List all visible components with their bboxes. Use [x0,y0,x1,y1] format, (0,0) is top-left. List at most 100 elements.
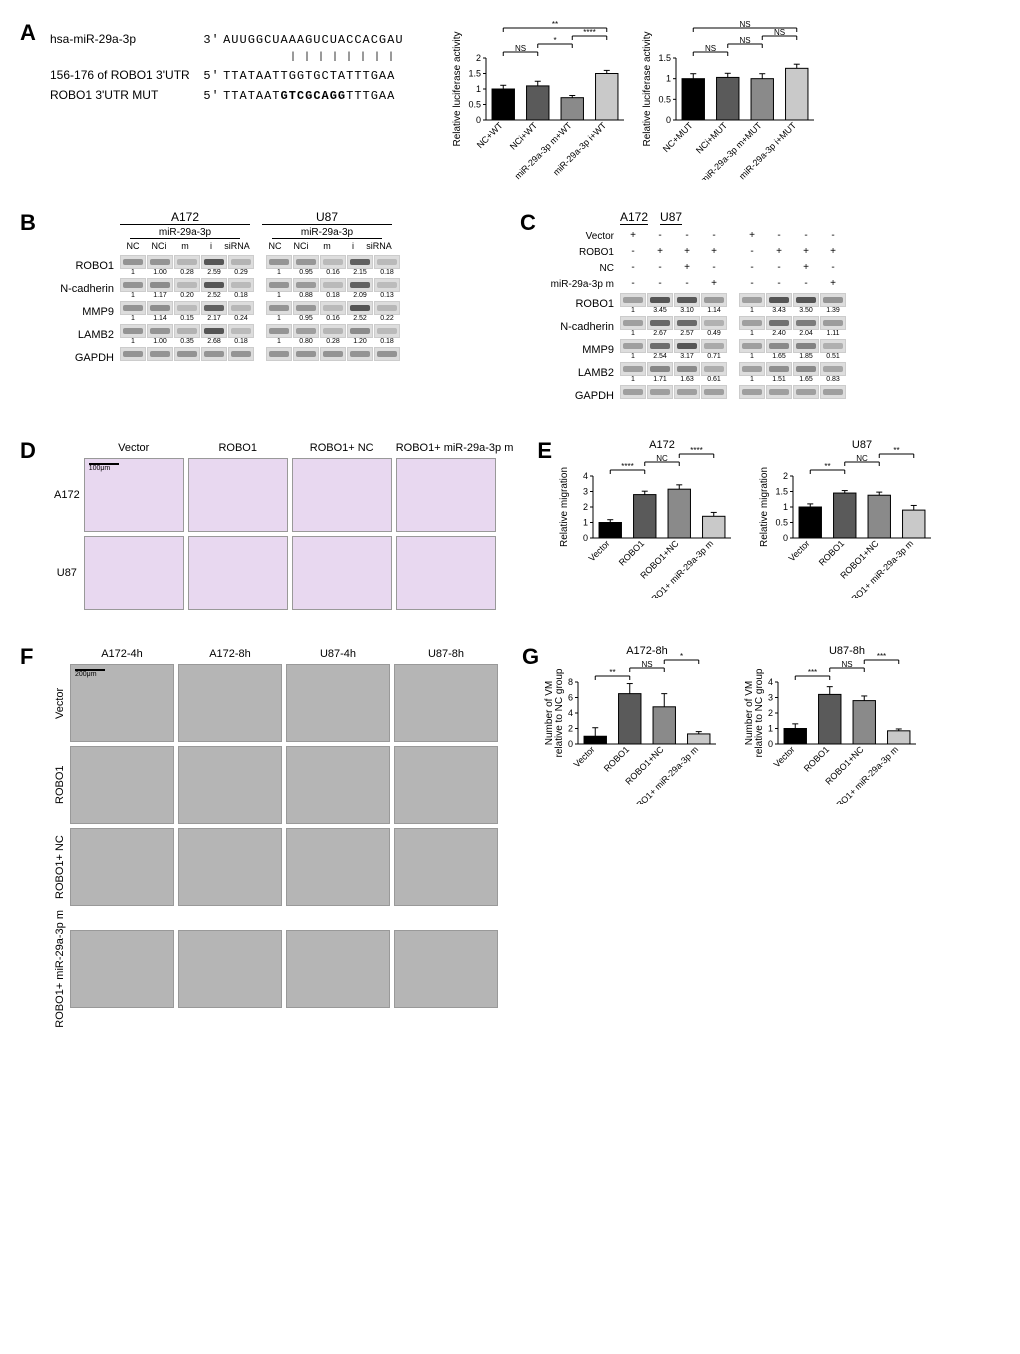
treatment-mark: + [620,229,646,243]
treatment-mark: + [701,245,727,259]
wb-quant-value: 1.65 [799,376,813,383]
seq-label-wt: 156-176 of ROBO1 3'UTR [50,66,200,85]
wb-lane: 2.59 [201,255,227,276]
svg-text:NS: NS [705,44,716,53]
wb-quant-value: 0.49 [707,330,721,337]
wb-lane: 0.18 [228,278,254,299]
treatment-mark: - [820,229,846,243]
wb-quant-value: 2.09 [353,292,367,299]
svg-text:Relative migration: Relative migration [759,467,770,547]
svg-text:8: 8 [568,677,573,687]
wb-lane: 1.20 [347,324,373,345]
wb-lane [820,385,846,406]
wb-lane: 1 [739,339,765,360]
wb-quant-value: 1 [131,292,135,299]
seq-mut-post: TTTGAA [346,89,395,103]
wb-quant-value: 0.28 [326,338,340,345]
svg-text:miR-29a-3p i+MUT: miR-29a-3p i+MUT [737,120,798,180]
wb-quant-value: 1.51 [772,376,786,383]
svg-text:U87: U87 [852,439,872,451]
wb-quant-value: 3.17 [680,353,694,360]
wb-lane: 0.61 [701,362,727,383]
wb-quant-value: 0.88 [299,292,313,299]
treatment-mark: - [674,229,700,243]
wb-quant-value: 1.20 [353,338,367,345]
panel-label-e: E [537,438,552,464]
wb-quant-value: 0.22 [380,315,394,322]
wb-lane [620,385,646,406]
wb-quant-value: 1.11 [826,330,839,337]
wb-quant-value: 1 [131,315,135,322]
wb-quant-value: 2.57 [680,330,694,337]
wb-lane: 2.54 [647,339,673,360]
micrograph-cell [394,930,498,1008]
wb-quant-value: 0.29 [234,269,248,276]
wb-quant-value: 0.13 [380,292,394,299]
treatment-mark: + [793,261,819,275]
micrograph-cell [70,930,174,1008]
wb-quant-value: 1.71 [653,376,667,383]
wb-lane: 2.40 [766,316,792,337]
svg-text:relative to NC group: relative to NC group [754,668,765,757]
chart-migration-u87: 00.511.52VectorROBO1ROBO1+NCROBO1+ miR-2… [757,438,937,598]
micrograph-cell [188,458,288,532]
seq-dir-wt: 5' [203,69,219,83]
wb-quant-value: 0.18 [380,338,394,345]
grid-col-header: ROBO1+ NC [292,442,392,454]
treatment-mark: - [739,245,765,259]
svg-text:3: 3 [583,487,588,497]
wb-row: LAMB211.000.352.680.1810.800.281.200.18 [50,324,412,345]
panel-label-b: B [20,210,36,236]
svg-text:0.5: 0.5 [658,94,671,104]
svg-text:Vector: Vector [787,538,812,563]
wb-lane: 1 [739,316,765,337]
wb-lane: 0.88 [293,278,319,299]
wb-row: GAPDH [50,347,412,368]
svg-text:3: 3 [768,693,773,703]
wb-row: LAMB211.711.630.6111.511.650.83 [550,362,858,383]
wb-quant-value: 1.14 [707,307,721,314]
wb-lane [701,385,727,406]
wb-row: ROBO113.453.101.1413.433.501.39 [550,293,858,314]
svg-text:***: *** [877,652,886,661]
treatment-mark: + [739,229,765,243]
wb-lane: 2.15 [347,255,373,276]
sequence-alignment: hsa-miR-29a-3p 3' AUUGGCUAAAGUCUACCACGAU… [50,20,430,107]
svg-text:NS: NS [841,660,852,669]
wb-protein-label: N-cadherin [50,283,120,295]
chart-luciferase-mut: 00.511.5NC+MUTNCi+MUTmiR-29a-3p m+MUTmiR… [640,20,820,180]
svg-text:NC: NC [857,454,869,463]
wb-quant-value: 1 [277,315,281,322]
wb-quant-value: 0.95 [299,315,313,322]
svg-text:NC+MUT: NC+MUT [661,120,695,154]
svg-text:4: 4 [768,677,773,687]
wb-lane: 1 [266,278,292,299]
wb-protein-label: ROBO1 [550,298,620,310]
wb-lane: 2.17 [201,301,227,322]
wb-quant-value: 0.16 [326,315,340,322]
micrograph-cell [396,536,496,610]
wb-quant-value: 1 [131,269,135,276]
wb-lane: 1.14 [701,293,727,314]
treatment-mark: - [647,277,673,291]
svg-text:ROBO1: ROBO1 [602,744,631,773]
svg-text:1: 1 [783,502,788,512]
svg-text:**: ** [825,462,831,471]
wb-quant-value: 0.18 [380,269,394,276]
wb-quant-value: 0.15 [180,315,194,322]
wb-lane: 0.18 [374,255,400,276]
svg-text:Vector: Vector [587,538,612,563]
wb-lane: 0.16 [320,255,346,276]
wb-lane [674,385,700,406]
svg-text:****: **** [583,28,595,37]
wb-lane: 3.10 [674,293,700,314]
treatment-mark: + [820,245,846,259]
svg-text:A172: A172 [650,439,676,451]
treatment-mark: + [647,245,673,259]
grid-row-header: ROBO1 [54,746,66,824]
wb-quant-value: 1.85 [799,353,813,360]
grid-col-header: ROBO1 [188,442,288,454]
wb-lane: 1.65 [793,362,819,383]
wb-lane: 1 [266,255,292,276]
wb-quant-value: 2.54 [653,353,667,360]
